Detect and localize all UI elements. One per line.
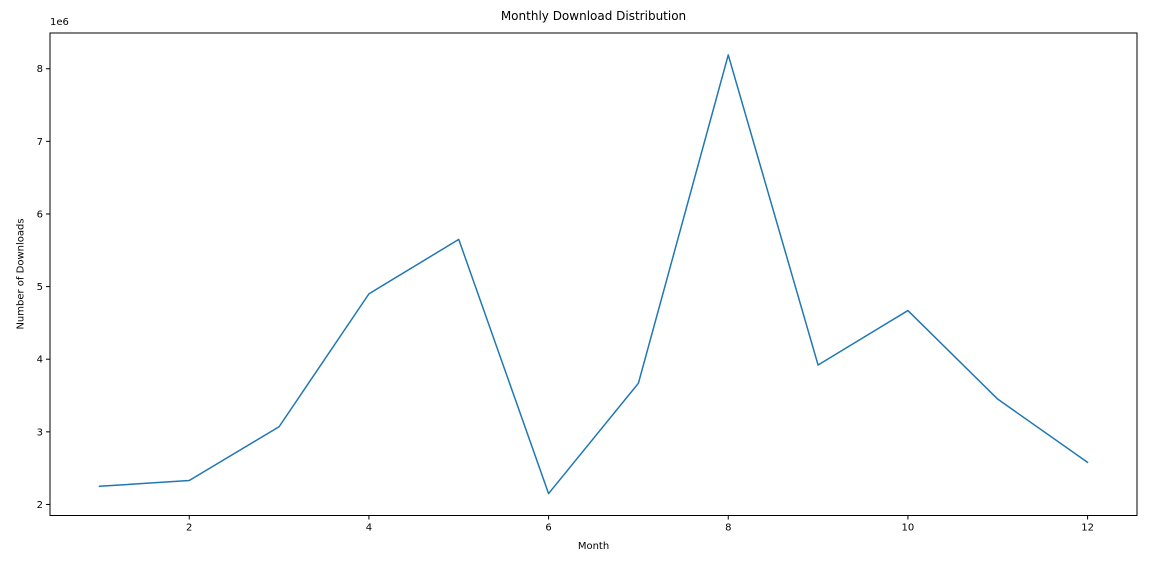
y-axis-offset-label: 1e6 [50, 17, 69, 28]
x-tick-label: 4 [366, 523, 372, 534]
x-tick-label: 2 [186, 523, 192, 534]
y-tick-label: 4 [37, 355, 43, 366]
y-tick-label: 3 [37, 427, 43, 438]
x-tick-label: 10 [902, 523, 915, 534]
x-tick-label: 6 [545, 523, 551, 534]
y-axis-label: Number of Downloads [15, 218, 27, 330]
y-tick-label: 8 [37, 64, 43, 75]
chart-title: Monthly Download Distribution [500, 9, 687, 23]
y-tick-label: 7 [37, 137, 43, 148]
x-tick-label: 12 [1081, 523, 1094, 534]
y-tick-label: 2 [37, 500, 43, 511]
x-axis-label: Month [577, 541, 610, 552]
y-tick-label: 5 [37, 282, 43, 293]
axes-box [49, 32, 1138, 516]
x-tick-label: 8 [725, 523, 731, 534]
downloads-line-series [98, 54, 1089, 495]
y-tick-label: 6 [37, 209, 43, 220]
